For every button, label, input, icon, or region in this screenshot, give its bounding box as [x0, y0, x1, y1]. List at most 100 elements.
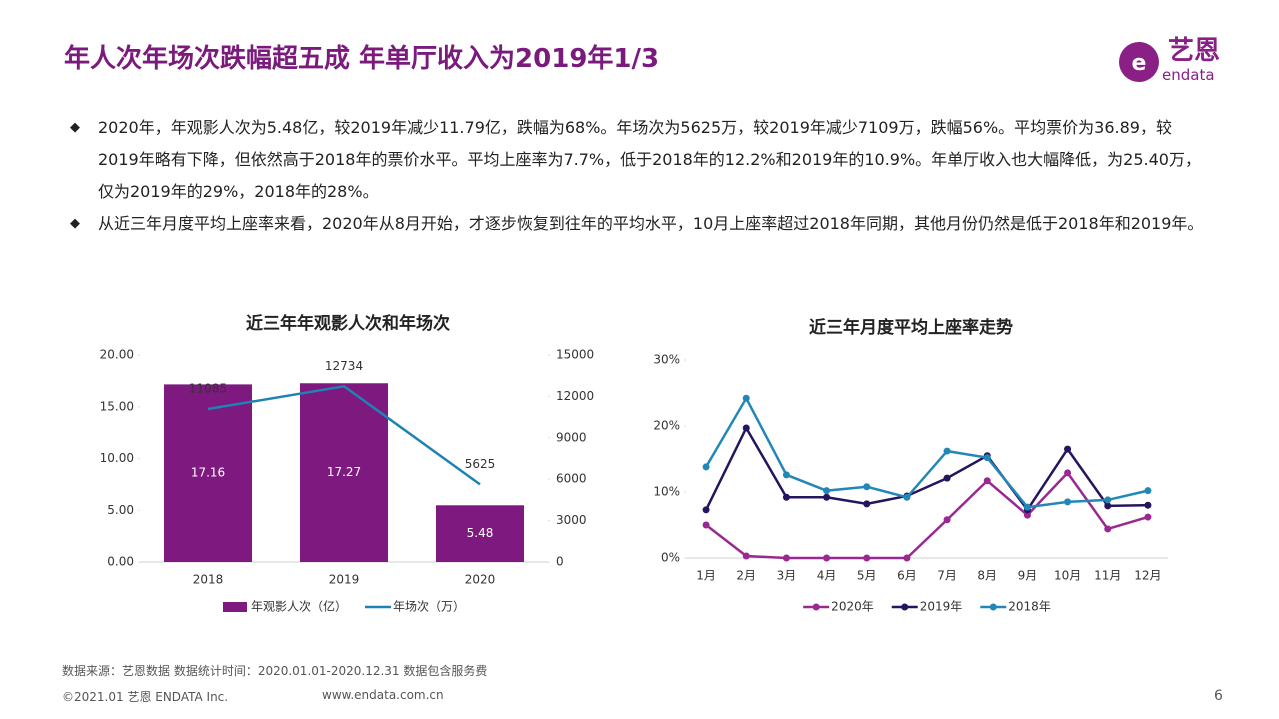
- line-point: [1144, 487, 1152, 495]
- line-point: [782, 471, 790, 479]
- slide-title: 年人次年场次跌幅超五成 年单厅收入为2019年1/3: [64, 44, 660, 74]
- line-point: [823, 487, 831, 495]
- y2-tick-label: 3000: [556, 513, 587, 527]
- x-tick-label: 1月: [696, 569, 716, 583]
- legend-label: 年场次（万）: [393, 600, 465, 614]
- line-point: [823, 493, 831, 501]
- line-point: [863, 500, 871, 508]
- x-tick-label: 3月: [777, 569, 797, 583]
- x-tick-label: 10月: [1054, 569, 1081, 583]
- x-tick-label: 2020: [465, 573, 496, 587]
- line-point: [903, 493, 911, 501]
- x-tick-label: 2018: [193, 573, 224, 587]
- y2-tick-label: 12000: [556, 389, 594, 403]
- y-tick-label: 10.00: [100, 451, 134, 465]
- x-tick-label: 9月: [1018, 569, 1038, 583]
- x-tick-label: 2月: [736, 569, 756, 583]
- website: www.endata.com.cn: [322, 688, 444, 702]
- y-tick-label: 0.00: [107, 555, 134, 569]
- line-point: [943, 447, 951, 455]
- logo-icon: e: [1119, 42, 1159, 82]
- bar: [436, 505, 524, 562]
- line-point: [702, 521, 710, 529]
- line-point: [823, 554, 831, 562]
- line-value-label: 12734: [325, 359, 363, 373]
- chart-title: 近三年年观影人次和年场次: [246, 313, 450, 334]
- series-line: [705, 470, 1149, 560]
- data-source: 数据来源：艺恩数据 数据统计时间：2020.01.01-2020.12.31 数…: [62, 664, 488, 678]
- bullet: 从近三年月度平均上座率来看，2020年从8月开始，才逐步恢复到往年的平均水平，1…: [70, 208, 1205, 240]
- x-tick-label: 7月: [937, 569, 957, 583]
- legend-label: 年观影人次（亿）: [251, 599, 347, 614]
- line-point: [702, 506, 710, 514]
- line-point: [903, 554, 911, 562]
- bullet: 2020年，年观影人次为5.48亿，较2019年减少11.79亿，跌幅为68%。…: [70, 112, 1205, 208]
- legend-label: 2020年: [831, 600, 874, 614]
- line-point: [742, 424, 750, 432]
- bar-value-label: 5.48: [467, 526, 494, 540]
- logo: e 艺恩 endata: [1112, 28, 1242, 88]
- line-point: [983, 454, 991, 462]
- y2-tick-label: 0: [556, 555, 564, 569]
- line-point: [782, 493, 790, 501]
- line-point: [943, 474, 951, 482]
- bar-value-label: 17.27: [327, 465, 361, 479]
- line-point: [943, 516, 951, 524]
- line-point: [1104, 525, 1112, 533]
- x-tick-label: 8月: [977, 569, 997, 583]
- x-tick-label: 2019: [329, 573, 360, 587]
- y2-tick-label: 9000: [556, 430, 587, 444]
- logo-en: endata: [1162, 66, 1215, 84]
- series-line: [704, 425, 1148, 512]
- bar-value-label: 17.16: [191, 466, 225, 480]
- x-tick-label: 5月: [857, 569, 877, 583]
- page-number: 6: [1214, 688, 1223, 704]
- line-value-label: 5625: [465, 457, 496, 471]
- line-point: [1064, 445, 1072, 453]
- y-tick-label: 5.00: [107, 503, 134, 517]
- copyright: ©2021.01 艺恩 ENDATA Inc.: [62, 690, 229, 704]
- y2-tick-label: 6000: [556, 472, 587, 486]
- line-point: [782, 554, 790, 562]
- x-tick-label: 11月: [1094, 569, 1121, 583]
- line-point: [742, 394, 750, 402]
- legend-label: 2019年: [920, 600, 963, 614]
- y-tick-label: 0%: [661, 551, 680, 565]
- legend-marker: [901, 603, 909, 611]
- legend: 2020年 2019年 2018年: [803, 600, 1051, 614]
- line-point: [742, 552, 750, 560]
- svg-text:e: e: [1132, 51, 1147, 76]
- line-point: [1023, 511, 1031, 519]
- bar: [164, 384, 252, 562]
- chart-title: 近三年月度平均上座率走势: [809, 317, 1013, 338]
- series-line: [705, 395, 1149, 509]
- x-tick-label: 6月: [897, 569, 917, 583]
- y2-tick-label: 15000: [556, 348, 594, 362]
- bar: [300, 383, 388, 562]
- y-tick-label: 20.00: [100, 348, 134, 362]
- y-tick-label: 20%: [653, 419, 680, 433]
- legend-swatch: [222, 602, 247, 612]
- legend-label: 2018年: [1008, 600, 1051, 614]
- line-point: [1144, 501, 1152, 509]
- bullet-list: 2020年，年观影人次为5.48亿，较2019年减少11.79亿，跌幅为68%。…: [70, 112, 1205, 240]
- series-line: [207, 384, 481, 486]
- line-point: [983, 477, 991, 485]
- y-tick-label: 30%: [653, 353, 680, 367]
- legend-marker: [812, 603, 820, 611]
- line-point: [1104, 502, 1112, 510]
- line-point: [1023, 503, 1031, 511]
- logo-cn: 艺恩: [1168, 36, 1221, 66]
- y-tick-label: 15.00: [100, 399, 134, 413]
- x-tick-label: 12月: [1134, 569, 1161, 583]
- line-point: [863, 483, 871, 491]
- line-point: [702, 463, 710, 471]
- line-point: [1104, 496, 1112, 504]
- line-point: [863, 554, 871, 562]
- legend-marker: [989, 603, 997, 611]
- line-point: [1064, 469, 1072, 477]
- x-tick-label: 4月: [817, 569, 837, 583]
- legend: 年观影人次（亿） 年场次（万）: [222, 599, 465, 614]
